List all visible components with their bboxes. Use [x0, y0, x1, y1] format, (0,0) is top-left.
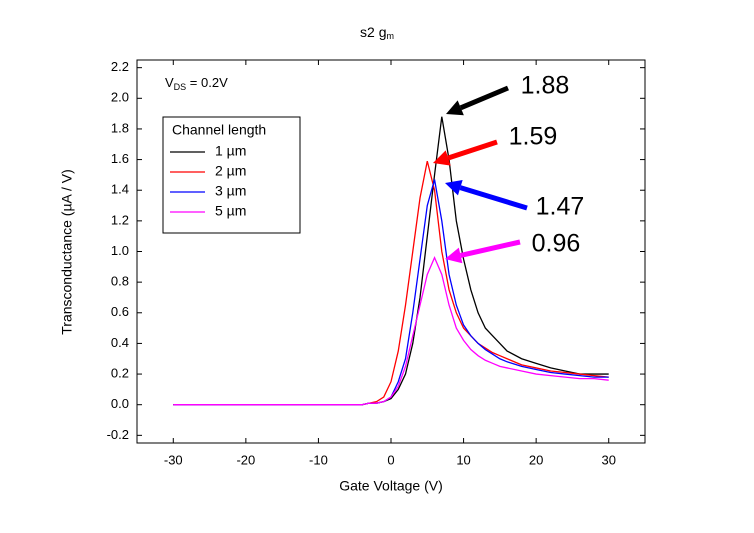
annotation-arrow	[459, 185, 528, 211]
annotation-arrowhead	[433, 150, 451, 166]
y-tick-label: 0.0	[111, 396, 129, 411]
x-tick-label: -10	[309, 452, 328, 467]
annotation: 1.47	[536, 193, 585, 221]
annotation-arrowhead	[445, 247, 463, 264]
y-tick-label: 0.2	[111, 365, 129, 380]
chart-title: s2 gm	[360, 24, 394, 42]
condition: VDS = 0.2V	[165, 75, 228, 92]
annotation-arrow	[459, 85, 509, 111]
x-tick-label: -20	[236, 452, 255, 467]
y-tick-label: 1.0	[111, 243, 129, 258]
x-tick-label: -30	[164, 452, 183, 467]
annotation: 1.59	[509, 123, 558, 151]
y-tick-label: 0.8	[111, 274, 129, 289]
annotation: 1.88	[521, 72, 570, 100]
condition-symbol: V	[165, 75, 174, 90]
annotation: 0.96	[532, 230, 581, 258]
annotation-arrow	[460, 239, 521, 258]
y-tick-label: 1.4	[111, 182, 129, 197]
annotation-arrowhead	[445, 180, 463, 196]
condition-subscript: DS	[174, 82, 187, 92]
legend-label: 5 µm	[215, 203, 246, 219]
y-tick-label: -0.2	[107, 427, 129, 442]
series-line	[173, 255, 609, 406]
y-tick-label: 2.2	[111, 59, 129, 74]
x-axis-label: Gate Voltage (V)	[339, 478, 443, 494]
legend-box	[162, 116, 301, 234]
annotation-arrow	[447, 139, 498, 161]
y-tick-label: 2.0	[111, 90, 129, 105]
y-tick-label: 1.2	[111, 212, 129, 227]
x-tick-label: 10	[456, 452, 470, 467]
x-tick-label: 30	[601, 452, 615, 467]
annotation-arrowhead	[446, 100, 464, 116]
title-subscript: m	[386, 31, 394, 41]
legend-title: Channel length	[172, 122, 266, 138]
legend-label: 3 µm	[215, 183, 246, 199]
legend-label: 1 µm	[215, 143, 246, 159]
x-tick-label: 20	[529, 452, 543, 467]
x-tick-label: 0	[387, 452, 394, 467]
y-tick-label: 0.4	[111, 335, 129, 350]
legend-label: 2 µm	[215, 163, 246, 179]
y-axis-label: Transconductance (µA / V)	[59, 169, 75, 335]
y-tick-label: 0.6	[111, 304, 129, 319]
title-text: s2 g	[360, 24, 386, 40]
condition-text: = 0.2V	[186, 75, 228, 90]
y-tick-label: 1.8	[111, 120, 129, 135]
y-tick-label: 1.6	[111, 151, 129, 166]
